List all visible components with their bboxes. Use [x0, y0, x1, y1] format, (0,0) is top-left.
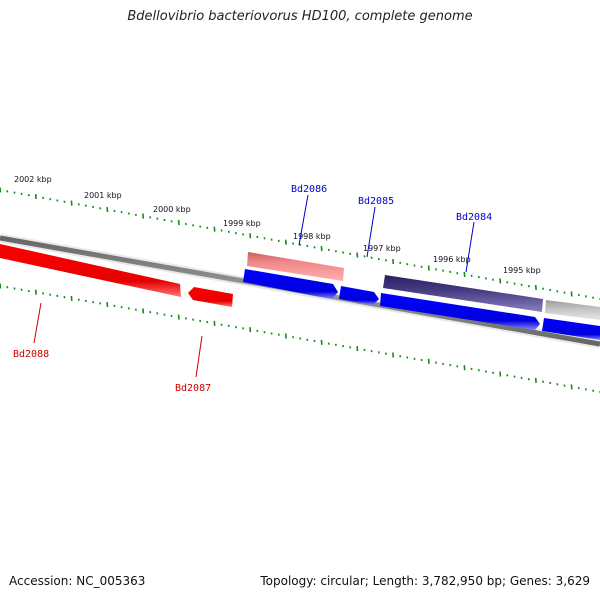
leader-line-bd2087 [195, 335, 203, 378]
gene-label-bd2084[interactable]: Bd2084 [456, 212, 492, 223]
gene-arrow-bd2084[interactable] [380, 293, 540, 330]
leader-line-bd2086 [298, 194, 309, 246]
gene-label-bd2088[interactable]: Bd2088 [13, 349, 49, 360]
gene-label-bd2085[interactable]: Bd2085 [358, 196, 394, 207]
ruler-labels: 2002 kbp 2001 kbp 2000 kbp 1999 kbp 1998… [14, 175, 541, 275]
ruler-label: 1998 kbp [293, 232, 331, 241]
map-title: Bdellovibrio bacteriovorus HD100, comple… [127, 9, 473, 24]
ruler-label: 1995 kbp [503, 266, 541, 275]
topology-summary: Topology: circular; Length: 3,782,950 bp… [260, 574, 590, 588]
gene-arrow-bd2085[interactable] [339, 286, 379, 305]
ruler-label: 2001 kbp [84, 191, 122, 200]
gene-arrow-bd2086[interactable] [243, 269, 338, 299]
accession-text: Accession: NC_005363 [9, 574, 146, 588]
gene-arrow-bd2087[interactable] [188, 287, 233, 307]
ruler-label: 1997 kbp [363, 244, 401, 253]
gene-label-bd2086[interactable]: Bd2086 [291, 184, 327, 195]
gene-arrow-bd2088[interactable] [0, 244, 181, 297]
gene-labels: Bd2088 Bd2087 Bd2086 Bd2085 Bd2084 [13, 184, 492, 394]
feature-bar-pink[interactable] [247, 252, 344, 281]
ruler-label: 2000 kbp [153, 205, 191, 214]
gene-arrow-partial[interactable] [542, 318, 600, 340]
feature-bar-navy[interactable] [383, 275, 543, 312]
feature-bar-gray[interactable] [545, 300, 600, 320]
ruler-label: 2002 kbp [14, 175, 52, 184]
leader-line-bd2088 [33, 302, 42, 344]
leader-line-bd2084 [465, 221, 475, 273]
outer-tick-row [0, 187, 600, 301]
gene-label-bd2087[interactable]: Bd2087 [175, 383, 211, 394]
leader-line-bd2085 [366, 206, 376, 258]
ruler-label: 1996 kbp [433, 255, 471, 264]
ruler-label: 1999 kbp [223, 219, 261, 228]
inner-tick-row [0, 283, 600, 394]
